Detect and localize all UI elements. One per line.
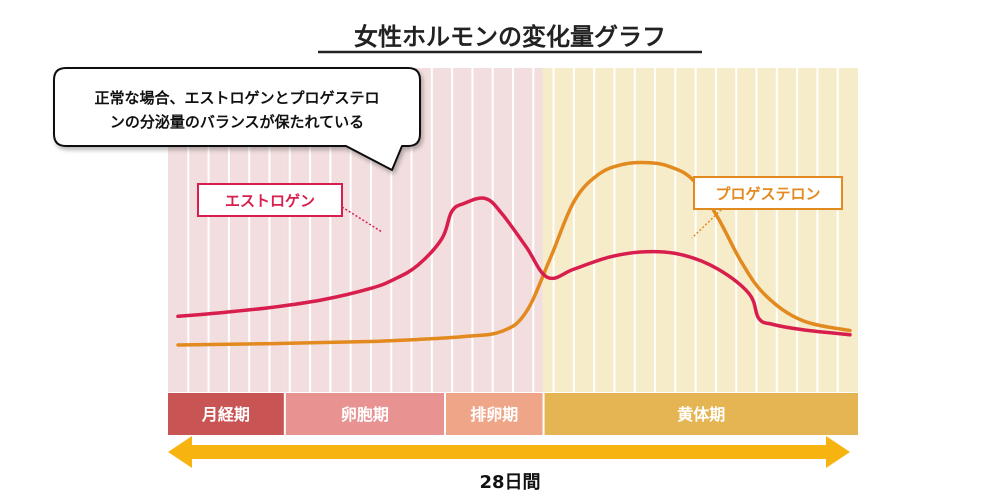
phase-band-0 <box>168 393 284 435</box>
callout-line-1: 正常な場合、エストロゲンとプロゲステロ <box>94 89 379 107</box>
phase-label-3: 黄体期 <box>677 405 725 424</box>
progesterone-leader-line <box>691 206 725 239</box>
hormone-curves <box>176 160 852 347</box>
phase-bands: 月経期 卵胞期 排卵期 黄体期 <box>168 393 858 435</box>
callout-bubble: 正常な場合、エストロゲンとプロゲステロ ンの分泌量のバランスが保たれている <box>53 67 421 171</box>
phase-band-1 <box>285 393 444 435</box>
phase-band-2 <box>446 393 543 435</box>
phase-label-2: 排卵期 <box>470 405 518 424</box>
phase-band-3 <box>544 393 858 435</box>
phase-label-0: 月経期 <box>201 405 250 424</box>
duration-label: 28日間 <box>479 472 540 493</box>
progesterone-curve <box>176 160 852 347</box>
callout-line-2: ンの分泌量のバランスが保たれている <box>110 113 364 131</box>
callout-shape <box>53 67 421 171</box>
progesterone-label-box <box>693 176 843 210</box>
estrogen-curve <box>176 196 852 337</box>
duration-arrow <box>168 436 850 468</box>
double-arrow-icon <box>168 436 850 468</box>
progesterone-label: プロゲステロン <box>715 185 820 203</box>
estrogen-label-box <box>197 183 343 217</box>
phase-label-1: 卵胞期 <box>341 405 389 424</box>
estrogen-label: エストロゲン <box>225 192 315 210</box>
chart-title: 女性ホルモンの変化量グラフ <box>354 23 666 51</box>
vertical-gridlines <box>187 68 839 392</box>
